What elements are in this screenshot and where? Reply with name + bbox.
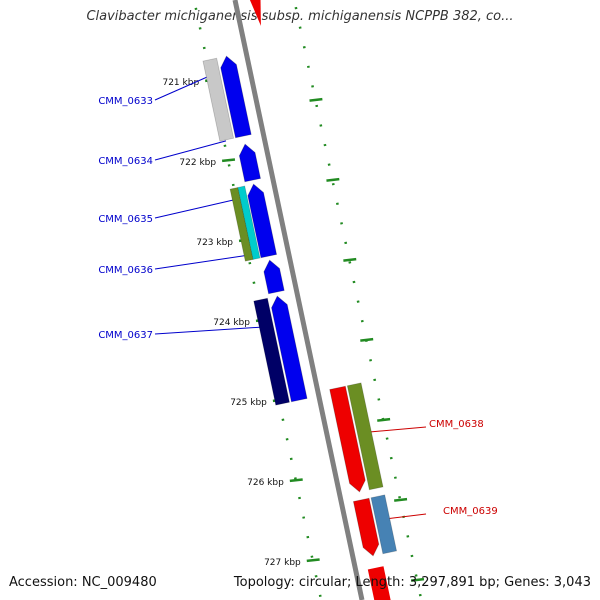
tick-mark	[289, 478, 303, 483]
label-leader	[154, 198, 239, 219]
tick-mark	[394, 497, 408, 502]
gene-label-cmm_0638[interactable]: CMM_0638	[429, 419, 484, 430]
tick-label: 725 kbp	[230, 398, 267, 408]
gene-offscreen-top[interactable]	[245, 0, 261, 26]
gene-label-cmm_0637[interactable]: CMM_0637	[98, 330, 153, 341]
accession-text: Accession: NC_009480	[9, 575, 157, 590]
gene-cmm_0635[interactable]	[247, 183, 278, 259]
gene-label-cmm_0639[interactable]: CMM_0639	[443, 506, 498, 517]
tick-label: 726 kbp	[247, 478, 284, 488]
tick-mark	[377, 417, 391, 422]
gene-cmm_0638[interactable]	[329, 385, 366, 493]
feature-cog-grey[interactable]	[202, 57, 235, 142]
genome-summary-text: Topology: circular; Length: 3,297,891 bp…	[233, 575, 591, 590]
tick-mark	[306, 558, 320, 563]
tick-mark	[326, 177, 340, 182]
feature-cog-cyan-0635[interactable]	[237, 185, 261, 260]
gene-cmm_0636[interactable]	[263, 259, 285, 295]
gene-label-cmm_0636[interactable]: CMM_0636	[98, 265, 153, 276]
map-title: Clavibacter michiganensis subsp. michiga…	[86, 9, 514, 24]
tick-label: 723 kbp	[196, 238, 233, 248]
label-leader	[154, 74, 213, 101]
tick-label: 721 kbp	[162, 78, 199, 88]
gene-cmm_0637[interactable]	[271, 295, 308, 403]
backbone-line	[232, 0, 365, 600]
gene-offscreen-bottom[interactable]	[367, 566, 392, 600]
tick-mark	[410, 577, 425, 582]
label-leader	[154, 140, 227, 161]
feature-cog-olive-0638[interactable]	[346, 382, 384, 491]
gene-cmm_0633[interactable]	[220, 55, 252, 139]
gene-cmm_0634[interactable]	[238, 143, 261, 183]
tick-label: 722 kbp	[179, 158, 216, 168]
gene-label-cmm_0635[interactable]: CMM_0635	[98, 214, 153, 225]
feature-cog-navy-0637[interactable]	[253, 297, 290, 406]
gene-cmm_0639[interactable]	[352, 497, 380, 557]
gene-label-cmm_0633[interactable]: CMM_0633	[98, 96, 153, 107]
tick-label: 727 kbp	[264, 558, 301, 568]
label-leader	[154, 254, 251, 270]
tick-mark	[343, 257, 357, 262]
label-leader	[154, 326, 266, 335]
tick-mark	[309, 97, 323, 102]
feature-cog-steelblue-0639[interactable]	[370, 494, 398, 555]
tick-label: 724 kbp	[213, 318, 250, 328]
tick-mark	[221, 158, 236, 163]
tick-mark	[360, 337, 374, 342]
gene-label-cmm_0634[interactable]: CMM_0634	[98, 156, 153, 167]
